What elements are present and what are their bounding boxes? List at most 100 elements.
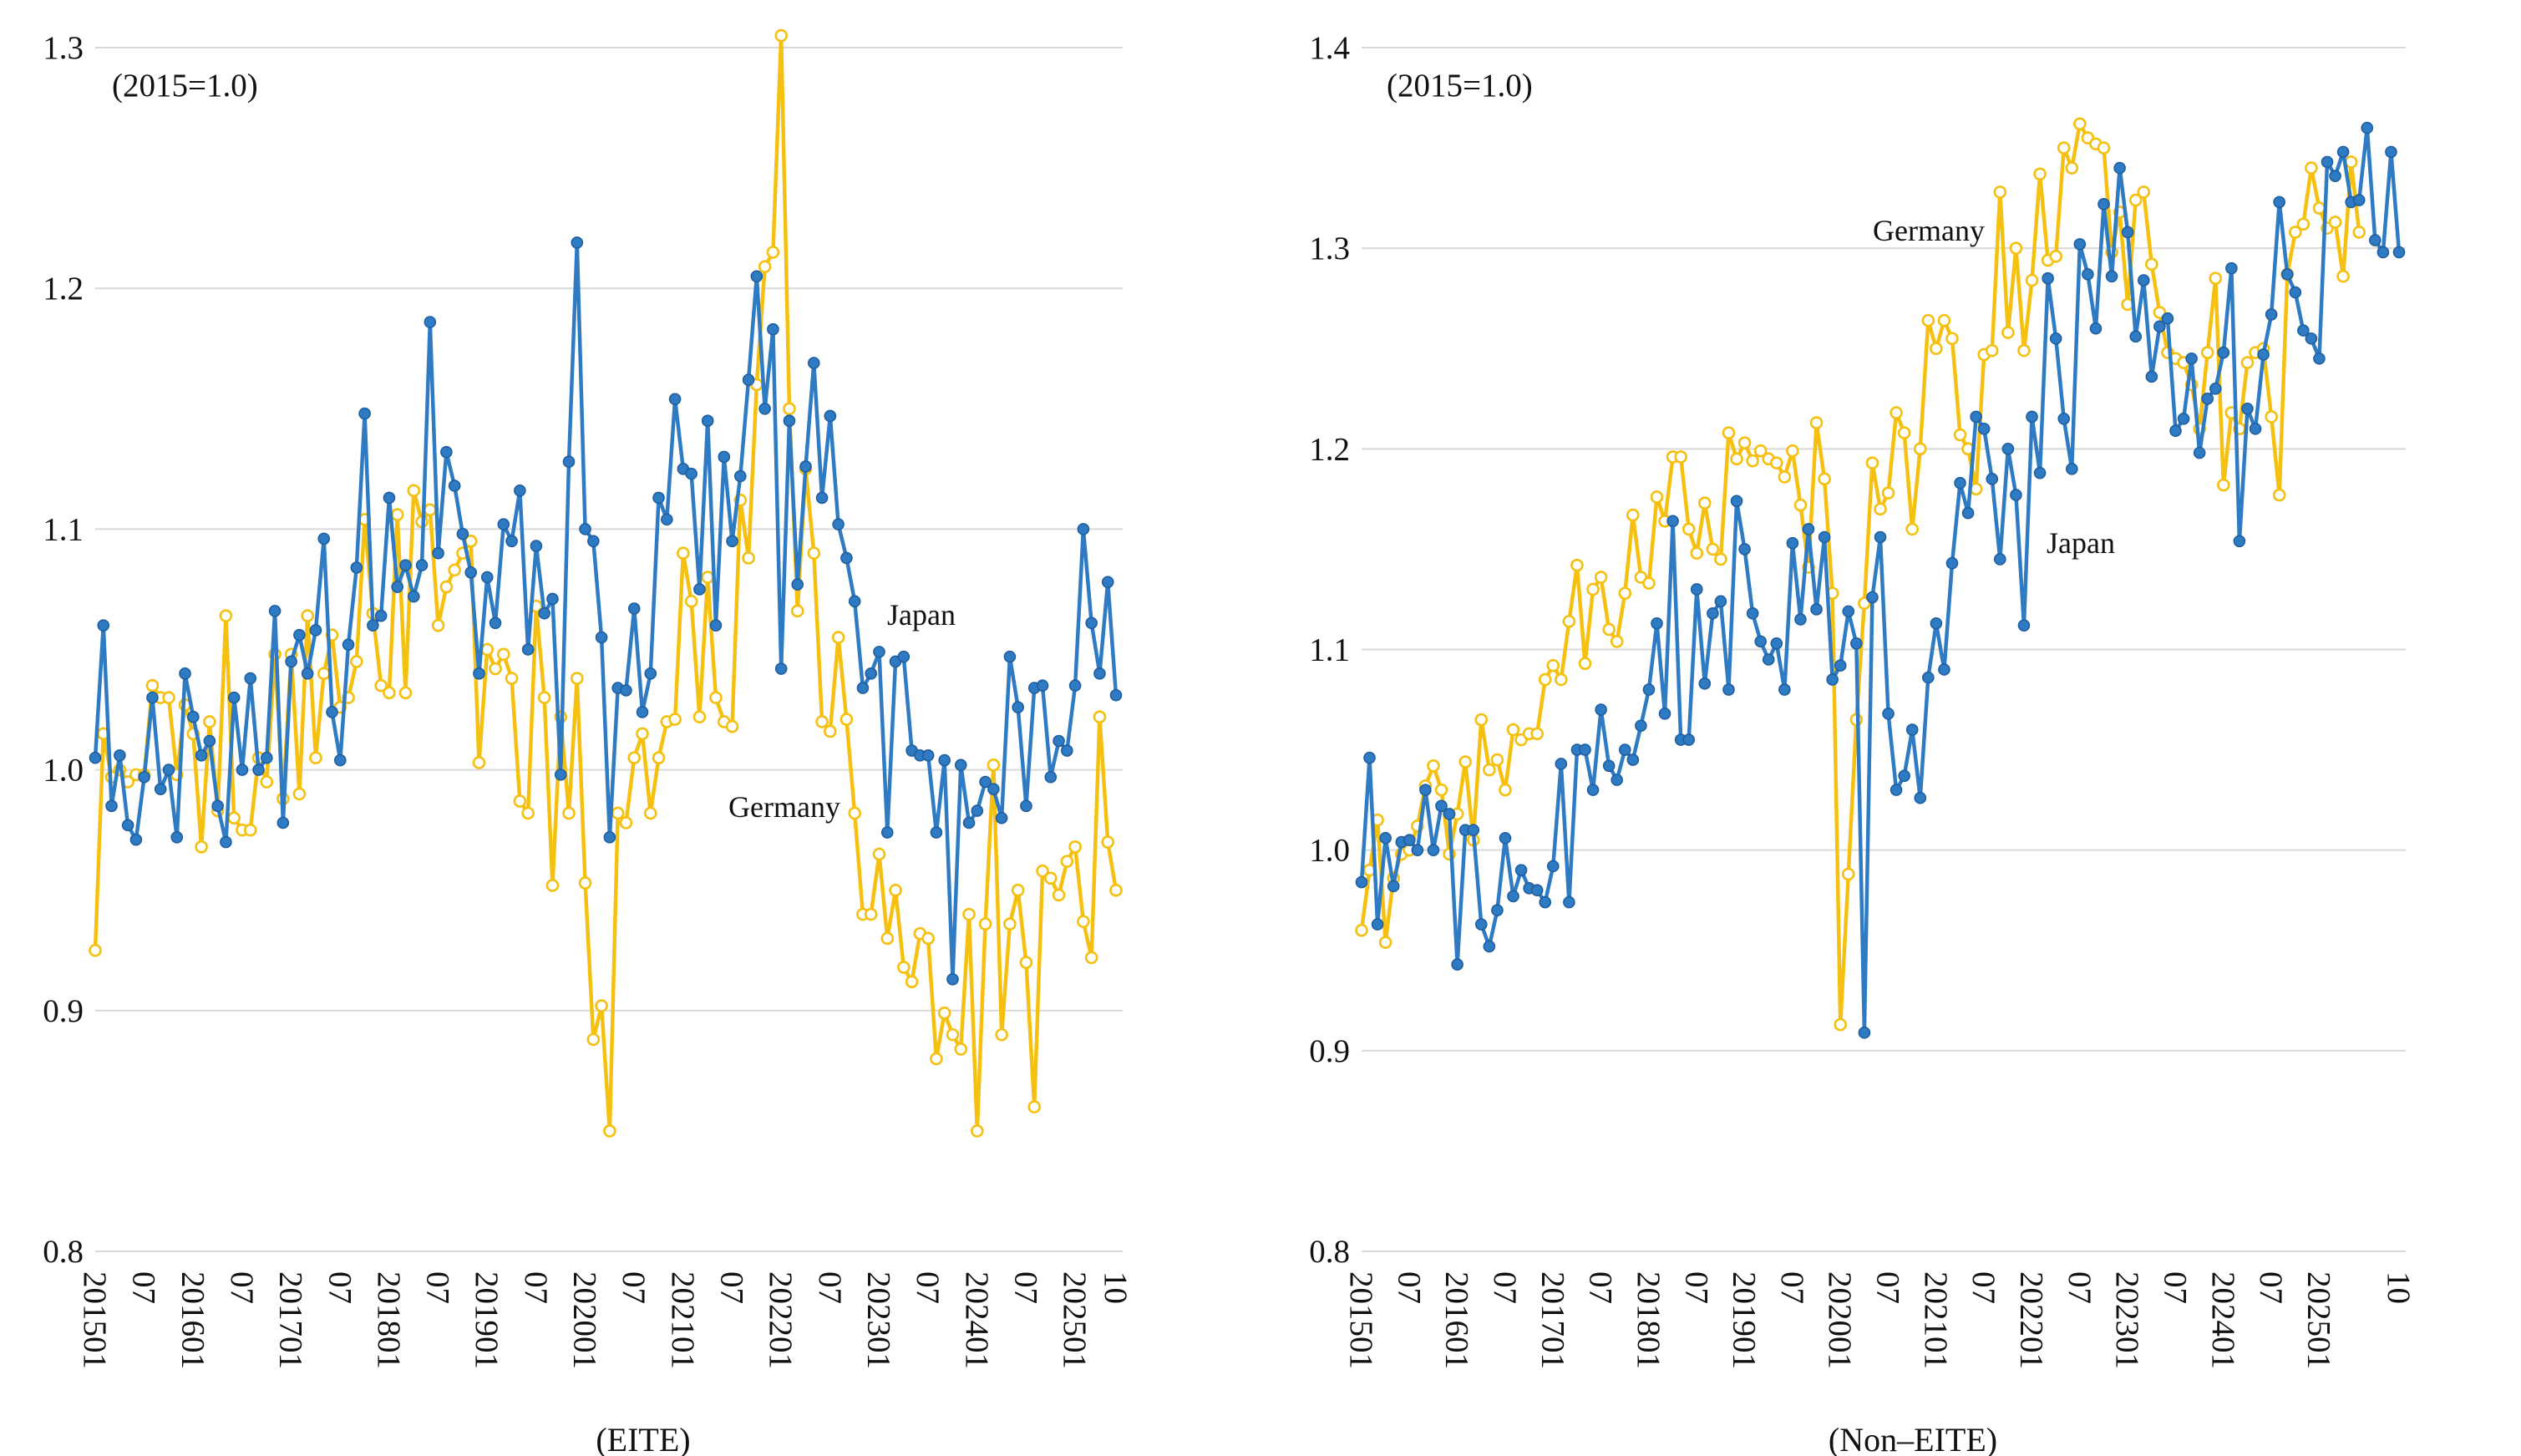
data-point-japan bbox=[170, 830, 184, 844]
data-point-japan bbox=[505, 535, 518, 548]
data-point-japan bbox=[105, 799, 118, 813]
data-point-japan bbox=[415, 559, 429, 571]
data-point-germany bbox=[774, 28, 788, 43]
data-point-germany bbox=[880, 931, 895, 946]
data-point-japan bbox=[1651, 616, 1663, 630]
data-point-japan bbox=[1914, 791, 1927, 804]
data-point-germany bbox=[1052, 888, 1066, 902]
data-point-japan bbox=[342, 638, 355, 652]
data-point-germany bbox=[2009, 241, 2023, 255]
data-point-japan bbox=[2209, 382, 2222, 395]
data-point-japan bbox=[309, 624, 322, 637]
data-point-germany bbox=[1698, 496, 1712, 510]
data-point-japan bbox=[1475, 918, 1488, 931]
y-tick-label: 1.2 bbox=[43, 271, 84, 307]
x-tick-label: 202201 bbox=[2014, 1271, 2050, 1369]
data-point-germany bbox=[537, 691, 551, 704]
data-point-japan bbox=[1698, 677, 1712, 690]
data-point-japan bbox=[1371, 918, 1384, 931]
data-point-japan bbox=[1491, 904, 1504, 917]
x-tick-label: 201901 bbox=[469, 1271, 505, 1369]
data-point-japan bbox=[2033, 466, 2047, 479]
x-tick-label: 07 bbox=[126, 1271, 162, 1304]
data-point-germany bbox=[2344, 155, 2358, 169]
x-tick-label: 202501 bbox=[1057, 1271, 1093, 1369]
data-point-germany bbox=[971, 1124, 984, 1138]
data-point-japan bbox=[244, 672, 257, 685]
data-point-germany bbox=[872, 847, 886, 861]
series-line-germany bbox=[93, 33, 1118, 1134]
data-point-japan bbox=[2137, 274, 2150, 287]
data-point-japan bbox=[930, 826, 943, 839]
data-point-japan bbox=[1770, 637, 1783, 650]
data-point-japan bbox=[962, 816, 976, 829]
y-tick-label: 1.3 bbox=[43, 30, 84, 66]
data-point-japan bbox=[317, 532, 331, 545]
data-point-germany bbox=[1993, 185, 2007, 199]
series-label-japan: Japan bbox=[2047, 526, 2115, 560]
data-point-japan bbox=[1003, 650, 1017, 663]
data-point-germany bbox=[995, 1027, 1008, 1042]
data-point-germany bbox=[1483, 763, 1496, 777]
y-tick-label: 0.8 bbox=[1309, 1234, 1350, 1270]
data-point-germany bbox=[1690, 546, 1704, 561]
data-point-japan bbox=[1435, 799, 1448, 813]
chart-title-eite: (EITE) bbox=[596, 1421, 690, 1456]
data-point-japan bbox=[1363, 751, 1376, 764]
data-point-germany bbox=[831, 631, 845, 644]
data-point-japan bbox=[709, 619, 723, 632]
data-point-japan bbox=[473, 667, 485, 680]
data-point-japan bbox=[726, 535, 738, 548]
data-point-japan bbox=[2297, 324, 2310, 337]
data-point-japan bbox=[1387, 880, 1400, 893]
data-point-japan bbox=[2153, 320, 2166, 333]
data-point-japan bbox=[767, 322, 779, 336]
data-point-germany bbox=[1809, 416, 1824, 429]
data-point-japan bbox=[2225, 261, 2238, 275]
data-point-germany bbox=[489, 662, 502, 676]
data-point-japan bbox=[179, 667, 191, 680]
data-point-germany bbox=[1905, 522, 1920, 536]
data-point-japan bbox=[954, 758, 967, 772]
data-point-japan bbox=[668, 393, 682, 406]
data-point-germany bbox=[513, 794, 527, 808]
data-point-germany bbox=[1818, 472, 1831, 486]
x-tick-label: 07 bbox=[1583, 1271, 1619, 1304]
data-point-germany bbox=[1834, 1017, 1848, 1032]
data-point-germany bbox=[2265, 410, 2278, 424]
x-tick-label: 201801 bbox=[371, 1271, 407, 1369]
data-point-japan bbox=[2321, 155, 2334, 169]
data-point-germany bbox=[2305, 161, 2318, 175]
data-point-japan bbox=[2073, 238, 2087, 251]
data-point-japan bbox=[2336, 145, 2350, 159]
data-point-germany bbox=[725, 719, 739, 733]
data-point-japan bbox=[562, 455, 576, 469]
data-point-japan bbox=[2082, 268, 2094, 281]
data-point-japan bbox=[1778, 683, 1791, 696]
data-point-japan bbox=[701, 414, 714, 428]
data-point-germany bbox=[2352, 226, 2366, 239]
y-tick-label: 1.2 bbox=[1309, 431, 1350, 467]
x-tick-label: 201601 bbox=[175, 1271, 211, 1369]
data-point-japan bbox=[2201, 392, 2214, 405]
data-point-japan bbox=[897, 650, 911, 663]
data-point-japan bbox=[1109, 688, 1123, 702]
x-tick-label: 07 bbox=[2157, 1271, 2193, 1304]
data-point-japan bbox=[873, 646, 885, 658]
data-point-japan bbox=[832, 518, 845, 530]
data-point-japan bbox=[791, 578, 804, 591]
data-point-germany bbox=[1618, 586, 1632, 601]
data-point-japan bbox=[480, 571, 494, 584]
data-point-germany bbox=[2209, 271, 2223, 285]
data-point-germany bbox=[1499, 783, 1512, 797]
x-tick-label: 07 bbox=[518, 1271, 554, 1304]
data-point-germany bbox=[742, 551, 755, 565]
x-tick-label: 201901 bbox=[1727, 1271, 1763, 1369]
data-point-germany bbox=[889, 883, 902, 897]
data-point-germany bbox=[1003, 917, 1017, 931]
data-point-japan bbox=[2129, 330, 2143, 343]
data-point-germany bbox=[603, 1124, 616, 1138]
data-point-japan bbox=[840, 551, 853, 565]
data-point-germany bbox=[1068, 840, 1082, 854]
data-point-germany bbox=[677, 546, 690, 561]
